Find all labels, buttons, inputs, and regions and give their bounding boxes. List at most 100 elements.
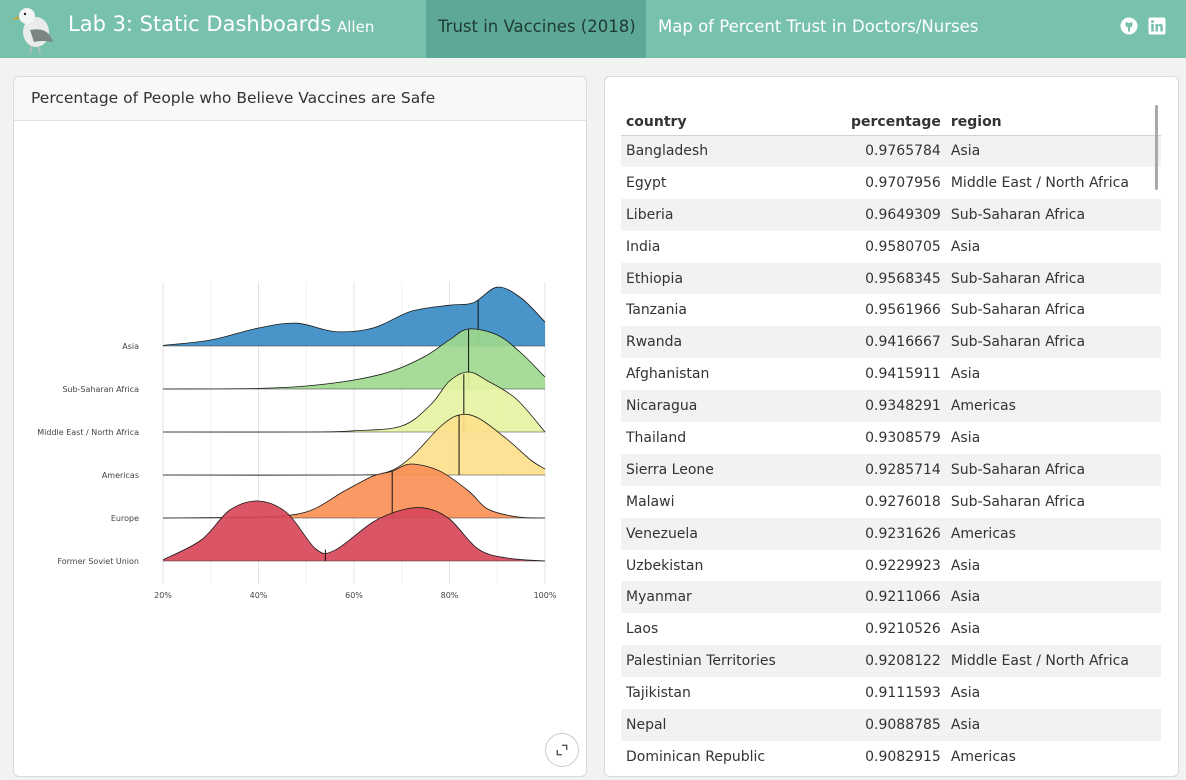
ridge-area	[163, 328, 545, 389]
linkedin-icon[interactable]	[1148, 17, 1166, 35]
cell-region: Asia	[945, 135, 1161, 167]
y-tick-label: Americas	[102, 471, 139, 480]
column-header-percentage[interactable]: percentage	[846, 105, 946, 136]
table-scrollbar[interactable]	[1155, 105, 1158, 190]
cell-percentage: 0.9580705	[865, 238, 941, 255]
cell-country: Nepal	[621, 709, 846, 741]
cell-percentage: 0.9765784	[846, 135, 946, 167]
cell-percentage: 0.9082915	[865, 748, 941, 765]
table-body: Bangladesh 0.9765784 Asia Egypt 0.9707956 Mid…	[621, 135, 1161, 773]
cell-region: Asia	[945, 709, 1161, 741]
table-row: Uzbekistan 0.9229923 Asia	[621, 550, 1161, 582]
cell-country: Dominican Republic	[626, 748, 766, 765]
cell-country: Thailand	[626, 429, 687, 446]
ridge-area	[163, 464, 545, 518]
ridge-outline	[162, 286, 546, 346]
cell-country: Bangladesh	[621, 135, 846, 167]
data-table: country percentage region Bangladesh 0.97…	[621, 105, 1161, 773]
cell-percentage: 0.9348291	[846, 390, 946, 423]
cell-percentage: 0.9088785	[846, 709, 946, 741]
cell-country: Liberia	[621, 198, 846, 231]
table-header-row: country percentage region	[621, 105, 1161, 136]
tab-map-trust-doctors[interactable]: Map of Percent Trust in Doctors/Nurses	[658, 0, 978, 58]
cell-country: Rwanda	[621, 326, 846, 359]
cell-region: Asia	[950, 557, 981, 574]
cell-percentage: 0.9707956	[865, 174, 941, 191]
y-tick-label: Europe	[111, 514, 139, 523]
x-tick-label: 80%	[441, 591, 459, 600]
table-row: Malawi 0.9276018 Sub-Saharan Africa	[621, 486, 1161, 518]
cell-region: Sub-Saharan Africa	[945, 326, 1161, 359]
table-row: Myanmar 0.9211066 Asia	[621, 581, 1161, 614]
table-row: Tajikistan 0.9111593 Asia	[621, 677, 1161, 709]
cell-percentage: 0.9416667	[846, 326, 946, 359]
cell-percentage: 0.9649309	[846, 198, 946, 231]
cell-percentage: 0.9285714	[846, 453, 946, 486]
cell-country: Uzbekistan	[626, 557, 704, 574]
table-row: Egypt 0.9707956 Middle East / North Africa	[621, 167, 1161, 199]
cell-country: Laos	[626, 621, 659, 638]
x-tick-label: 100%	[534, 591, 557, 600]
navbar: Lab 3: Static Dashboards Allen Trust in …	[0, 0, 1186, 58]
cell-percentage: 0.9208122	[846, 645, 946, 678]
cell-region: Asia	[950, 238, 981, 255]
cell-percentage: 0.9308579	[865, 429, 941, 446]
cell-region: Asia	[950, 621, 981, 638]
ridge-former-soviet-union	[162, 500, 546, 562]
ridge-area	[163, 500, 545, 561]
cell-region: Asia	[950, 685, 981, 702]
y-tick-label: Asia	[122, 342, 139, 351]
github-icon[interactable]	[1120, 17, 1138, 35]
cell-region: Asia	[950, 429, 981, 446]
cell-region: Asia	[945, 581, 1161, 614]
y-tick-label: Former Soviet Union	[57, 557, 139, 566]
tab-label: Trust in Vaccines (2018)	[438, 17, 636, 36]
cell-percentage: 0.9210526	[865, 621, 941, 638]
chart-card-title: Percentage of People who Believe Vaccine…	[14, 77, 586, 121]
cell-region: Sub-Saharan Africa	[945, 262, 1161, 295]
cell-percentage: 0.9561966	[865, 302, 941, 319]
table-row: Laos 0.9210526 Asia	[621, 613, 1161, 645]
x-tick-label: 60%	[345, 591, 363, 600]
cell-percentage: 0.9111593	[865, 685, 941, 702]
cell-percentage: 0.9231626	[846, 517, 946, 550]
cell-country: Egypt	[626, 174, 667, 191]
table-row: Ethiopia 0.9568345 Sub-Saharan Africa	[621, 262, 1161, 295]
expand-icon	[556, 744, 568, 756]
ridge-area	[163, 414, 545, 476]
tab-trust-in-vaccines[interactable]: Trust in Vaccines (2018)	[426, 0, 646, 58]
cell-region: Asia	[950, 366, 981, 383]
cell-country: Nicaragua	[621, 390, 846, 423]
table-row: Bangladesh 0.9765784 Asia	[621, 135, 1161, 167]
cell-country: Myanmar	[621, 581, 846, 614]
cell-country: Tajikistan	[626, 685, 691, 702]
app-title[interactable]: Lab 3: Static Dashboards	[68, 12, 332, 36]
ridge-area	[163, 287, 545, 346]
table-row: Sierra Leone 0.9285714 Sub-Saharan Africa	[621, 453, 1161, 486]
cell-region: Sub-Saharan Africa	[945, 198, 1161, 231]
tab-label: Map of Percent Trust in Doctors/Nurses	[658, 17, 979, 36]
x-tick-label: 20%	[154, 591, 172, 600]
ridge-outline	[162, 328, 546, 390]
cell-country: Sierra Leone	[621, 453, 846, 486]
cell-percentage: 0.9211066	[846, 581, 946, 614]
y-tick-label: Sub-Saharan Africa	[62, 385, 139, 394]
cell-country: India	[626, 238, 661, 255]
table-row: Afghanistan 0.9415911 Asia	[621, 358, 1161, 390]
y-tick-label: Middle East / North Africa	[37, 428, 139, 437]
ridge-americas	[162, 413, 546, 476]
ridge-area	[163, 372, 545, 433]
table-row: Rwanda 0.9416667 Sub-Saharan Africa	[621, 326, 1161, 359]
cell-region: Middle East / North Africa	[945, 645, 1161, 678]
column-header-region[interactable]: region	[945, 105, 1161, 136]
table-row: Liberia 0.9649309 Sub-Saharan Africa	[621, 198, 1161, 231]
expand-button[interactable]	[545, 733, 579, 767]
cell-region: Americas	[945, 390, 1161, 423]
cell-region: Middle East / North Africa	[950, 174, 1129, 191]
column-header-country[interactable]: country	[621, 105, 846, 136]
cell-country: Palestinian Territories	[621, 645, 846, 678]
table-row: Nepal 0.9088785 Asia	[621, 709, 1161, 741]
cell-percentage: 0.9276018	[865, 493, 941, 510]
table-row: Dominican Republic 0.9082915 Americas	[621, 741, 1161, 773]
cell-country: Venezuela	[621, 517, 846, 550]
